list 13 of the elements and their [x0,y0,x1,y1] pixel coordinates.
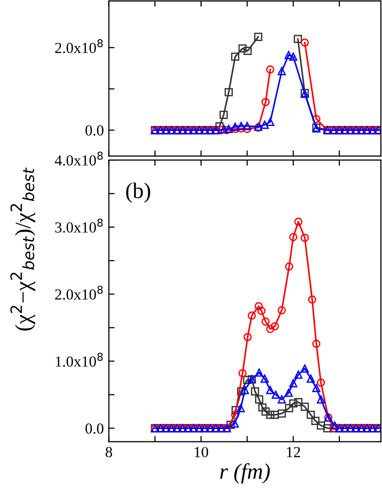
x-tick-label: 10 [194,446,208,458]
x-axis-title: r (fm) [220,463,270,484]
y-axis-title: (χ$^{2}$−χ$^{2}$$_{best}$)/χ$^{2}$$_{best}$ [10,168,36,331]
x-tick-label: 8 [106,446,112,458]
y-tick-label: 3.0x10$^{8}$ [55,218,103,233]
y-tick-label: 0.0 [85,423,104,434]
annotation: (b) [126,182,150,203]
y-tick-label: 0.0 [85,125,104,136]
y-tick-label: 1.0x10$^{8}$ [56,352,103,367]
y-tick-label: 2.0x10$^{8}$ [55,286,103,300]
y-tick-label: 4.0x10$^{8}$ [54,152,103,166]
x-tick-label: 12 [286,446,300,458]
y-tick-label: 2.0x10$^{8}$ [55,39,103,54]
